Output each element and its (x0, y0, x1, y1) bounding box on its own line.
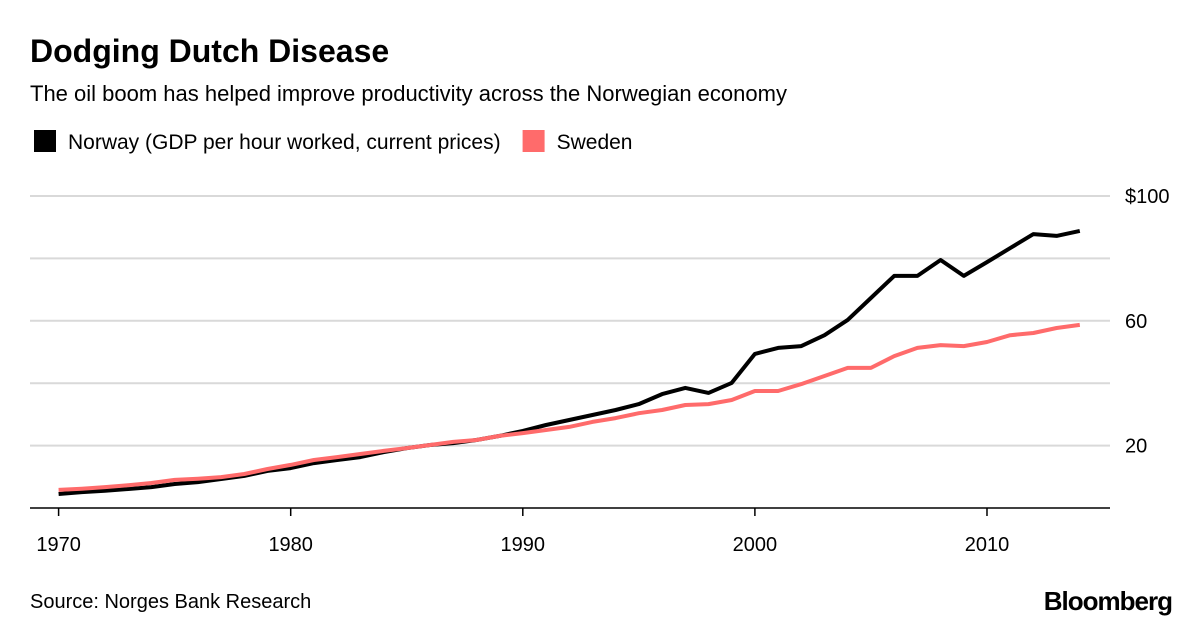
chart-subtitle: The oil boom has helped improve producti… (30, 81, 787, 106)
x-tick-label: 1970 (36, 534, 81, 556)
brand: Bloomberg (1044, 586, 1172, 616)
legend: Norway (GDP per hour worked, current pri… (34, 130, 632, 154)
y-tick-label: 60 (1125, 311, 1147, 333)
source: Source: Norges Bank Research (30, 591, 311, 613)
series-line (58, 322, 1081, 492)
legend-label: Norway (GDP per hour worked, current pri… (68, 131, 501, 154)
legend-label: Sweden (557, 131, 633, 154)
x-tick-label: 1980 (268, 534, 313, 556)
x-tick-label: 2010 (965, 534, 1010, 556)
legend-swatch (34, 130, 56, 152)
x-tick-label: 1990 (501, 534, 546, 556)
x-tick-label: 2000 (733, 534, 778, 556)
y-tick-label: $100 (1125, 186, 1170, 208)
y-tick-label: 20 (1125, 436, 1147, 458)
chart-title: Dodging Dutch Disease (30, 33, 389, 69)
series-line (58, 228, 1081, 496)
legend-swatch (522, 130, 545, 152)
